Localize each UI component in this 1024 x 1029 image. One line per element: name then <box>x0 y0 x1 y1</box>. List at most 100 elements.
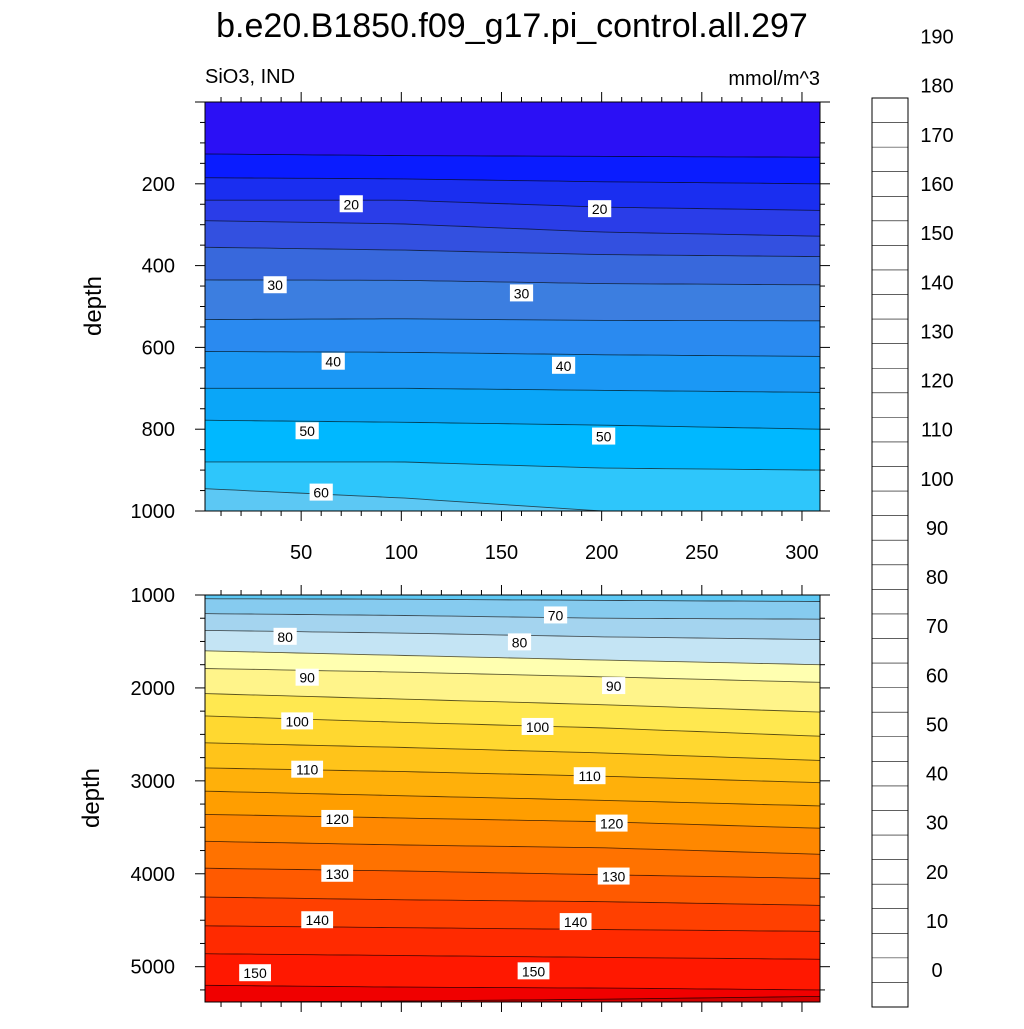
left-subtitle: SiO3, IND <box>205 66 295 88</box>
upper-contour-50 <box>205 387 820 393</box>
lower-ytick-label-4000: 4000 <box>131 864 176 886</box>
lower-ytick-label-1000: 1000 <box>131 585 176 607</box>
lower-ytick-label-5000: 5000 <box>131 957 176 979</box>
lower-contour-label-8: 110 <box>573 767 606 785</box>
colorbar-label-13: 130 <box>920 321 953 343</box>
svg-text:80: 80 <box>512 634 528 650</box>
chart-title: b.e20.B1850.f09_g17.pi_control.all.297 <box>216 7 808 45</box>
upper-contour-35 <box>205 279 820 286</box>
lower-band-16 <box>205 953 820 991</box>
lower-contour-130 <box>205 867 820 879</box>
upper-contour-20 <box>205 199 820 211</box>
upper-ytick-label-1000: 1000 <box>131 501 176 523</box>
svg-text:90: 90 <box>606 678 622 694</box>
svg-text:120: 120 <box>600 816 624 832</box>
lower-contour-125 <box>205 840 820 855</box>
lower-contour-120 <box>205 813 820 829</box>
colorbar-label-2: 20 <box>926 862 948 884</box>
svg-text:100: 100 <box>285 713 309 729</box>
upper-contour-45 <box>205 351 820 357</box>
upper-band-8 <box>205 351 820 393</box>
lower-contour-label-10: 120 <box>595 814 628 832</box>
colorbar-label-16: 160 <box>920 174 953 196</box>
lower-contour-label-0: 70 <box>543 606 568 624</box>
upper-axes <box>195 92 830 521</box>
lower-frame <box>204 594 821 1003</box>
svg-text:110: 110 <box>578 768 601 784</box>
lower-contour-label-2: 80 <box>507 633 532 651</box>
upper-contour-label-2: 30 <box>263 276 287 294</box>
lower-contour-75 <box>205 613 820 620</box>
lower-contour-label-1: 80 <box>273 627 297 645</box>
upper-ylabel: depth <box>80 276 107 336</box>
lower-contour-label-4: 90 <box>602 677 626 695</box>
lower-contour-label-3: 90 <box>295 668 319 686</box>
lower-ytick-label-2000: 2000 <box>131 678 176 700</box>
lower-contour-105 <box>205 742 820 761</box>
lower-contour-85 <box>205 650 820 666</box>
colorbar-label-19: 190 <box>920 27 953 49</box>
lower-contour-label-9: 120 <box>321 809 354 827</box>
colorbar-label-17: 170 <box>920 125 953 147</box>
units-label: mmol/m^3 <box>728 68 820 90</box>
lower-contour-150 <box>205 984 820 991</box>
svg-text:30: 30 <box>267 277 283 293</box>
upper-xtick-label-200: 200 <box>585 542 618 564</box>
colorbar-label-15: 150 <box>920 223 953 245</box>
colorbar-label-1: 10 <box>926 911 948 933</box>
upper-contour-label-6: 50 <box>295 422 319 440</box>
svg-text:130: 130 <box>602 869 626 885</box>
upper-xtick-label-300: 300 <box>785 542 818 564</box>
svg-text:20: 20 <box>592 201 608 217</box>
lower-contour-135 <box>205 896 820 906</box>
lower-contour-145 <box>205 953 820 960</box>
upper-contour-30 <box>205 246 820 258</box>
lower-contour-label-12: 130 <box>597 867 630 885</box>
upper-contour-label-5: 40 <box>551 356 576 374</box>
svg-text:110: 110 <box>296 762 319 778</box>
upper-contour-55 <box>205 419 820 430</box>
lower-contour-label-7: 110 <box>291 760 324 778</box>
upper-xtick-label-100: 100 <box>385 542 418 564</box>
lower-ytick-label-3000: 3000 <box>131 771 176 793</box>
lower-contour-fills <box>205 595 820 1002</box>
lower-contour-95 <box>205 693 820 713</box>
lower-contour-label-13: 140 <box>301 911 334 929</box>
upper-contour-label-8: 60 <box>309 483 333 501</box>
svg-text:100: 100 <box>526 719 550 735</box>
colorbar-label-8: 80 <box>926 567 948 589</box>
svg-text:90: 90 <box>299 670 315 686</box>
colorbar-label-18: 180 <box>920 76 953 98</box>
svg-text:50: 50 <box>299 423 315 439</box>
upper-ytick-label-600: 600 <box>142 337 175 359</box>
svg-text:40: 40 <box>325 354 341 370</box>
lower-contour-label-6: 100 <box>521 717 554 735</box>
svg-text:80: 80 <box>277 629 293 645</box>
lower-panel: 70 80 80 90 90 100 100 110 110 120 120 130 130 140 140… <box>131 585 830 1012</box>
lower-contour-label-11: 130 <box>321 864 354 882</box>
upper-contour-label-4: 40 <box>321 352 345 370</box>
lower-contour-label-5: 100 <box>281 712 314 730</box>
colorbar: 0 10 20 30 40 50 60 70 80 90 100 110 120 130 140 150 160… <box>871 27 954 1008</box>
colorbar-label-11: 110 <box>921 420 953 442</box>
colorbar-label-12: 120 <box>920 371 953 393</box>
upper-contour-10 <box>205 153 820 158</box>
lower-contour-70 <box>205 598 820 602</box>
svg-text:140: 140 <box>564 914 588 930</box>
lower-contour-label-14: 140 <box>559 913 592 931</box>
colorbar-label-14: 140 <box>920 272 953 294</box>
upper-xtick-label-50: 50 <box>290 542 312 564</box>
upper-contour-label-3: 30 <box>509 284 534 302</box>
upper-ytick-label-800: 800 <box>142 419 175 441</box>
svg-text:40: 40 <box>556 358 572 374</box>
svg-text:70: 70 <box>548 607 564 623</box>
upper-xtick-label-150: 150 <box>485 542 518 564</box>
lower-contour-label-15: 150 <box>239 964 271 982</box>
colorbar-label-0: 0 <box>931 960 942 982</box>
lower-ylabel: depth <box>78 768 105 828</box>
upper-ytick-label-400: 400 <box>142 256 175 278</box>
colorbar-label-3: 30 <box>926 813 948 835</box>
lower-contour-115 <box>205 790 820 807</box>
svg-text:150: 150 <box>243 965 267 981</box>
